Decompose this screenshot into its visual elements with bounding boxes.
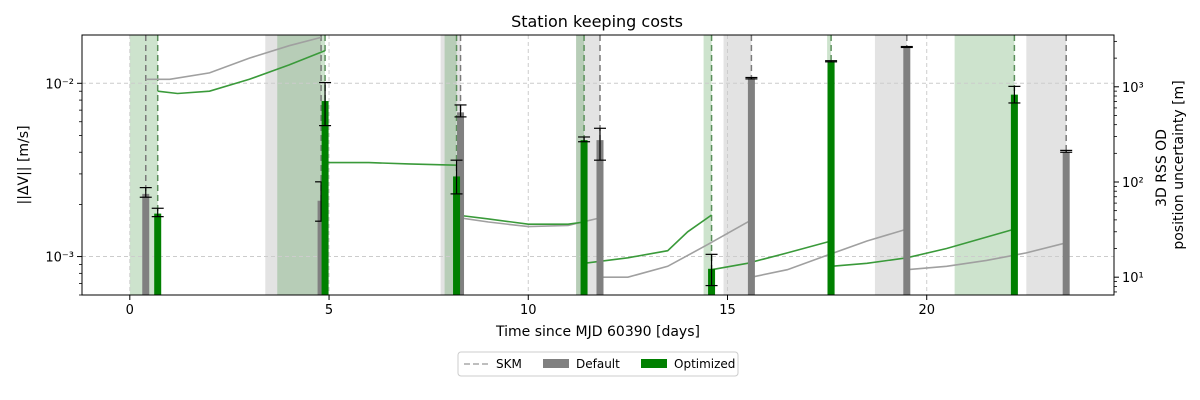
bar-default xyxy=(457,112,465,296)
uncertainty-curve-default xyxy=(906,242,1067,271)
uncertainty-curve-optimized xyxy=(157,49,326,95)
y-axis-label-right-line1: 3D RSS OD xyxy=(1154,129,1170,207)
shaded-window-optimized xyxy=(277,35,326,295)
legend-optimized-swatch xyxy=(641,359,667,368)
shaded-window-optimized xyxy=(703,35,712,295)
y-tick-label-right: 10³ xyxy=(1122,81,1144,96)
plot-area xyxy=(82,35,1114,296)
plot-frame xyxy=(81,34,1115,296)
shaded-window-optimized xyxy=(954,35,1015,295)
uncertainty-curve-default xyxy=(600,219,752,279)
uncertainty-curve-optimized xyxy=(325,161,457,166)
bar-optimized xyxy=(453,176,461,295)
y-tick-label-right: 10¹ xyxy=(1122,271,1144,286)
shaded-window-optimized xyxy=(576,35,585,295)
legend-skm-label: SKM xyxy=(496,357,522,371)
bar-default xyxy=(317,200,325,295)
legend: SKM Default Optimized xyxy=(457,351,739,377)
y-tick-label-right: 10² xyxy=(1122,176,1144,191)
x-tick-label: 10 xyxy=(520,303,537,318)
y-tick-label-left: 10⁻² xyxy=(45,77,74,92)
x-tick-label: 15 xyxy=(719,303,736,318)
x-tick-label: 20 xyxy=(918,303,935,318)
uncertainty-curve-default xyxy=(145,36,322,81)
bar-default xyxy=(747,78,755,295)
chart-title: Station keeping costs xyxy=(511,12,683,31)
bar-optimized xyxy=(580,140,588,295)
bar-optimized xyxy=(321,101,329,296)
uncertainty-curve-optimized xyxy=(584,214,713,265)
y-tick-label-left: 10⁻³ xyxy=(45,251,74,266)
x-axis-label: Time since MJD 60390 [days] xyxy=(495,324,700,340)
bar-optimized xyxy=(154,213,162,295)
bar-optimized xyxy=(1010,94,1018,295)
bar-default xyxy=(142,193,150,295)
shaded-window-default xyxy=(874,35,907,295)
axes: 0 5 10 15 20 10⁻³ 10⁻² 10¹ 10² 10³ xyxy=(45,40,1144,318)
uncertainty-curve-optimized xyxy=(456,214,585,225)
legend-box xyxy=(457,351,739,377)
bar-default xyxy=(596,140,604,295)
y-axis-label-left: ||ΔV|| [m/s] xyxy=(16,125,32,204)
uncertainty-curve-optimized xyxy=(711,240,832,271)
bar-default xyxy=(1062,152,1070,295)
uncertainty-curve-default xyxy=(751,228,908,278)
bar-optimized xyxy=(827,61,835,296)
legend-default-label: Default xyxy=(576,357,620,371)
legend-default-swatch xyxy=(543,359,569,368)
legend-optimized-label: Optimized xyxy=(674,357,735,371)
x-tick-label: 5 xyxy=(325,303,333,318)
x-tick-label: 0 xyxy=(126,303,134,318)
shaded-window-default xyxy=(1026,35,1067,295)
shaded-window-default xyxy=(265,35,322,295)
bar-default xyxy=(903,46,911,295)
y-axis-label-right-line2: position uncertainty [m] xyxy=(1171,80,1187,249)
